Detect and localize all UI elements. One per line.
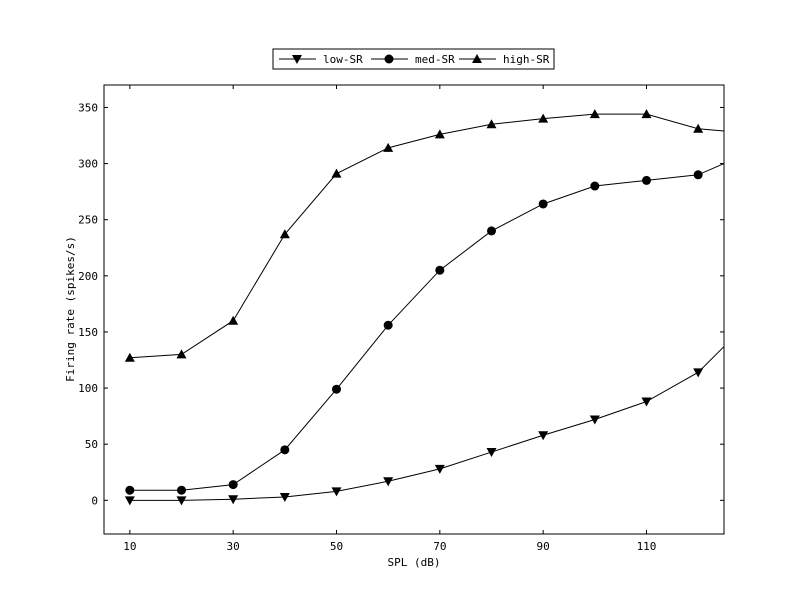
- legend-marker: [292, 55, 302, 64]
- low-SR-point: [279, 492, 290, 502]
- med-SR-point: [332, 384, 341, 394]
- med-SR-point: [228, 480, 238, 490]
- low-SR-point: [538, 431, 549, 441]
- low-SR-point: [693, 368, 704, 378]
- high-SR-point: [641, 109, 652, 119]
- low-SR-point: [589, 415, 600, 425]
- high-SR-point: [176, 349, 187, 359]
- x-tick-label: 110: [637, 540, 657, 553]
- low-SR-point: [641, 397, 652, 407]
- x-axis-ticks: 10 30 50 70 90 110: [123, 85, 656, 553]
- low-SR-point: [383, 477, 394, 487]
- med-SR-point: [693, 170, 703, 180]
- legend-marker: [384, 54, 394, 64]
- low-SR-series: [124, 346, 725, 506]
- x-tick-label: 70: [433, 540, 446, 553]
- med-SR-point: [538, 199, 548, 209]
- series-layer: [124, 109, 725, 506]
- high-SR-point: [383, 142, 394, 152]
- y-tick-label: 300: [78, 158, 98, 171]
- y-tick-label: 0: [91, 494, 98, 507]
- legend: low-SR med-SR high-SR: [272, 48, 555, 70]
- med-SR-point: [125, 485, 135, 495]
- legend-entry-low-SR: low-SR: [279, 53, 363, 66]
- y-axis-ticks: 0 50 100 150 200 250 300 350: [78, 101, 724, 507]
- high-SR-point: [434, 129, 445, 139]
- legend-entry-med-SR: med-SR: [371, 53, 455, 66]
- high-SR-point: [124, 352, 135, 362]
- legend-entry-high-SR: high-SR: [459, 53, 550, 66]
- high-SR-point: [279, 229, 290, 239]
- high-SR-point: [228, 315, 239, 325]
- low-SR-point: [331, 487, 342, 497]
- med-SR-point: [177, 485, 186, 495]
- legend-label: med-SR: [415, 53, 455, 66]
- high-SR-point: [538, 113, 549, 123]
- med-SR-point: [642, 175, 651, 185]
- y-tick-label: 150: [78, 326, 98, 339]
- low-SR-point: [434, 464, 445, 474]
- legend-label: high-SR: [503, 53, 550, 66]
- y-tick-label: 350: [78, 101, 98, 114]
- x-axis-label: SPL (dB): [388, 556, 441, 569]
- y-tick-label: 100: [78, 382, 98, 395]
- low-SR-point: [176, 496, 187, 506]
- high-SR-point: [486, 119, 497, 129]
- high-SR-point: [589, 109, 600, 119]
- med-SR-point: [280, 445, 290, 455]
- low-SR-point: [486, 448, 497, 458]
- med-SR-point: [487, 226, 496, 236]
- med-SR-point: [590, 181, 600, 191]
- legend-label: low-SR: [323, 53, 363, 66]
- low-SR-point: [124, 496, 135, 506]
- x-tick-label: 30: [227, 540, 240, 553]
- high-SR-point: [331, 168, 342, 178]
- plot-frame: [103, 84, 725, 535]
- legend-box: [272, 48, 555, 70]
- x-tick-label: 50: [330, 540, 343, 553]
- med-SR-point: [383, 320, 393, 330]
- x-tick-label: 90: [537, 540, 550, 553]
- med-SR-point: [435, 265, 445, 275]
- y-axis-label: Firing rate (spikes/s): [64, 236, 77, 382]
- legend-marker: [472, 54, 482, 63]
- x-tick-label: 10: [123, 540, 136, 553]
- med-SR-series: [125, 163, 725, 495]
- y-tick-label: 50: [85, 438, 98, 451]
- low-SR-point: [228, 495, 239, 505]
- high-SR-point: [693, 123, 704, 133]
- y-tick-label: 200: [78, 270, 98, 283]
- y-tick-label: 250: [78, 214, 98, 227]
- high-SR-series: [124, 109, 725, 362]
